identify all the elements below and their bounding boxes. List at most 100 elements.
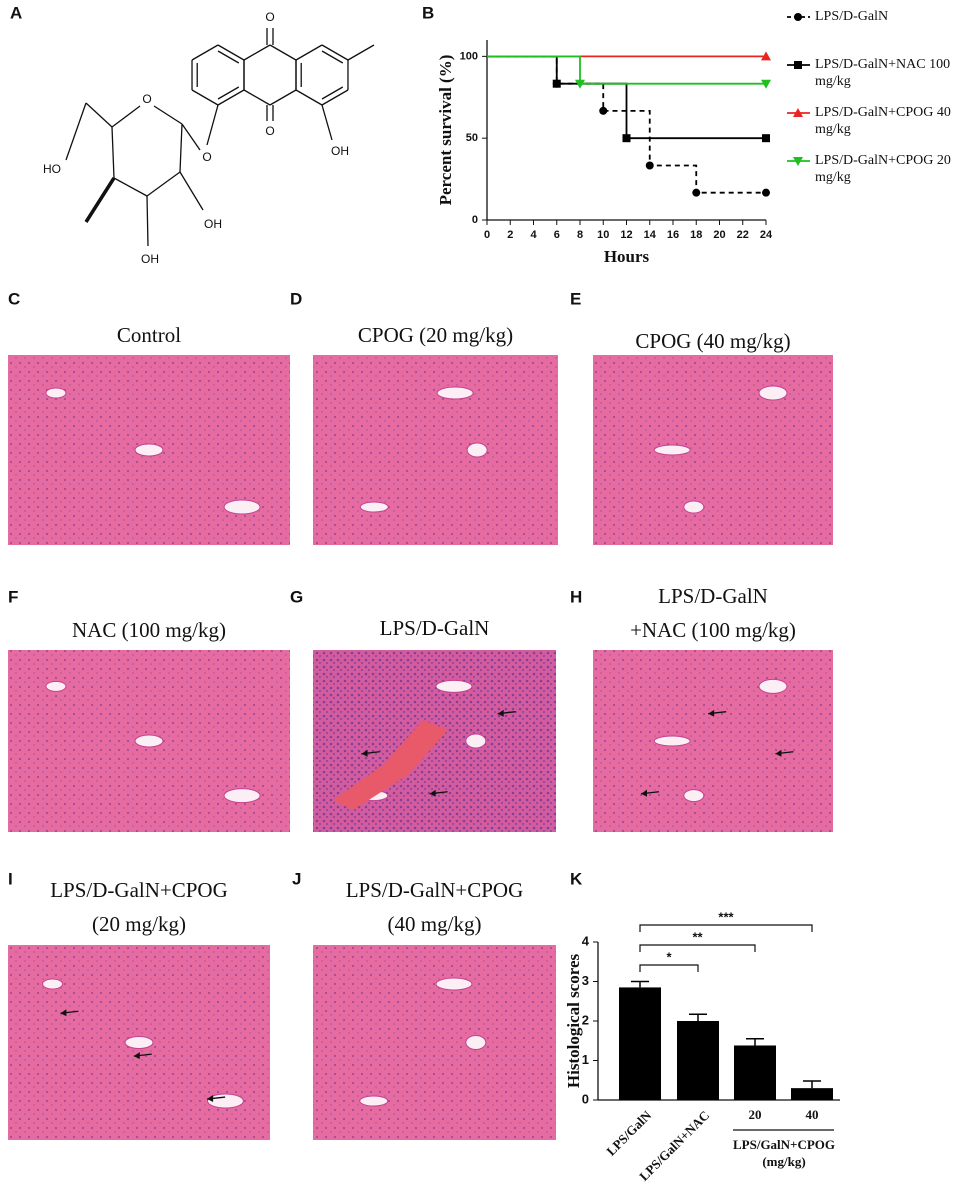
bond xyxy=(217,86,240,100)
marker xyxy=(794,61,802,69)
x-tick-label: 6 xyxy=(554,229,560,241)
vessel xyxy=(436,386,474,400)
x-tick-label: 20 xyxy=(713,229,725,241)
x-tick-label: LPS/GalN xyxy=(603,1107,654,1158)
vessel xyxy=(653,444,691,456)
bond xyxy=(179,171,204,211)
bond xyxy=(181,123,201,151)
survival-line xyxy=(487,55,766,140)
group-label: LPS/GalN+CPOG xyxy=(733,1137,835,1152)
bond xyxy=(146,171,181,197)
vessel xyxy=(134,443,164,457)
panel-title: CPOG (40 mg/kg) xyxy=(635,329,790,353)
arrow-head xyxy=(497,709,504,717)
vessel xyxy=(758,385,788,401)
bond xyxy=(269,89,297,106)
x-tick-label: 14 xyxy=(644,229,657,241)
y-tick-label: 0 xyxy=(582,1091,589,1106)
group-label: (mg/kg) xyxy=(762,1154,805,1169)
bond xyxy=(243,89,271,106)
x-axis-label: Hours xyxy=(604,247,650,266)
vessel xyxy=(653,735,691,747)
panel-title: Control xyxy=(117,323,181,347)
y-tick-label: 3 xyxy=(582,973,589,988)
micrograph xyxy=(313,945,556,1140)
significance-bracket xyxy=(639,964,699,972)
bond xyxy=(295,44,323,61)
bond xyxy=(321,86,344,100)
x-tick-label: 4 xyxy=(530,229,537,241)
panel-title: LPS/D-GalN+CPOG xyxy=(50,878,228,902)
bond xyxy=(321,89,349,106)
marker xyxy=(599,106,608,115)
y-axis-label: Histological scores xyxy=(564,953,583,1088)
atom-label: O xyxy=(142,92,151,106)
panel-title: (40 mg/kg) xyxy=(388,912,482,936)
error-bar xyxy=(803,1080,821,1089)
bond xyxy=(111,105,141,128)
marker xyxy=(645,161,654,170)
panel-label: G xyxy=(290,587,303,606)
atom-label: O xyxy=(265,10,274,24)
vessel xyxy=(134,734,164,748)
atom-label: HO xyxy=(43,162,61,176)
bond xyxy=(111,126,115,179)
bar xyxy=(619,987,661,1100)
x-tick-label: 12 xyxy=(620,229,632,241)
vessel xyxy=(435,977,473,991)
marker xyxy=(793,108,803,117)
arrow-head xyxy=(775,749,782,757)
panel-label: D xyxy=(290,289,302,308)
y-tick-label: 100 xyxy=(460,50,478,62)
significance-bracket xyxy=(639,944,756,952)
panel-label: J xyxy=(292,869,301,888)
significance-bracket xyxy=(639,924,813,932)
y-tick-label: 0 xyxy=(472,214,478,226)
vessel xyxy=(45,387,67,399)
vessel xyxy=(435,679,473,693)
panel-label: B xyxy=(422,3,434,22)
bond xyxy=(295,89,323,106)
x-tick-label: 8 xyxy=(577,229,583,241)
arrow-head xyxy=(133,1052,140,1060)
significance-label: ** xyxy=(692,929,703,944)
y-axis-label: Percent survival (%) xyxy=(436,55,455,206)
marker xyxy=(762,134,770,143)
y-tick-label: 50 xyxy=(466,132,478,144)
vessel xyxy=(683,789,705,803)
micrograph xyxy=(313,355,558,545)
x-tick-label: 0 xyxy=(484,229,490,241)
arrow-head xyxy=(708,709,715,717)
survival-line xyxy=(487,55,766,85)
vessel xyxy=(124,1036,154,1049)
bond xyxy=(321,44,349,61)
bond xyxy=(217,50,240,64)
x-tick-label: 40 xyxy=(806,1107,819,1122)
atom-label: OH xyxy=(204,217,222,231)
marker xyxy=(575,79,585,89)
bar xyxy=(791,1088,833,1100)
legend-label: LPS/D-GalN xyxy=(815,9,889,24)
bond xyxy=(321,50,344,64)
x-tick-label: 10 xyxy=(597,229,609,241)
panel-label: K xyxy=(570,869,583,888)
arrow-head xyxy=(207,1095,214,1103)
bond xyxy=(113,177,148,197)
panel-title: +NAC (100 mg/kg) xyxy=(630,618,796,642)
error-bar xyxy=(631,980,649,988)
marker xyxy=(794,13,802,21)
arrow-head xyxy=(429,789,436,797)
x-tick-label: 20 xyxy=(749,1107,762,1122)
vessel xyxy=(223,499,261,515)
error-bar xyxy=(689,1013,707,1021)
panel-label: I xyxy=(8,869,13,888)
marker xyxy=(692,188,701,197)
x-tick-label: 22 xyxy=(737,229,749,241)
bond xyxy=(217,89,245,106)
vessel xyxy=(683,500,705,514)
panel-label: H xyxy=(570,587,582,606)
x-tick-label: 16 xyxy=(667,229,679,241)
vessel xyxy=(359,1095,389,1107)
vessel xyxy=(465,1035,487,1050)
panel-label: F xyxy=(8,587,18,606)
